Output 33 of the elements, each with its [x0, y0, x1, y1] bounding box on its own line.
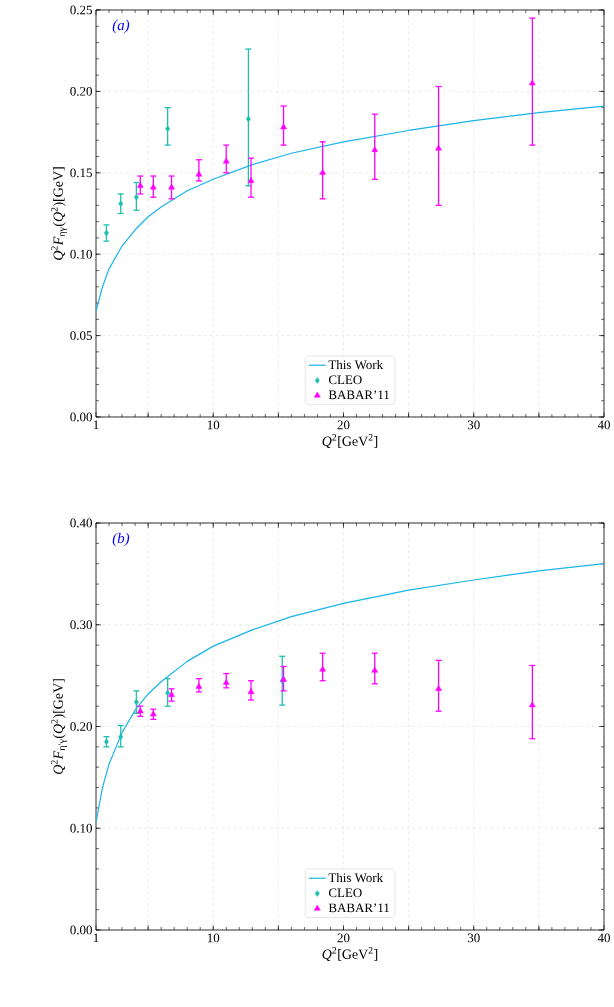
y-tick-label: 0.00: [70, 412, 92, 422]
x-tick-label: 10: [207, 933, 220, 943]
annotation: (a): [112, 19, 130, 34]
x-tick-label: 1: [93, 933, 99, 943]
legend-label: BABAR’11: [328, 390, 390, 400]
y-tick-label: 0.10: [70, 823, 92, 833]
x-axis-title: Q$^{2}$[GeV$^{2}$]: [322, 434, 378, 449]
legend-label: CLEO: [328, 888, 362, 898]
legend-label: BABAR’11: [328, 903, 390, 913]
x-tick-label: 1: [93, 420, 99, 430]
y-tick-label: 0.05: [70, 331, 92, 340]
x-tick-label: 40: [597, 933, 610, 943]
x-tick-label: 30: [467, 933, 480, 943]
y-axis-title: Q$^{2}$F$_{ηγ}$(Q$^{2}$)[GeV]: [51, 167, 67, 260]
y-tick-label: 0.30: [70, 620, 92, 630]
x-tick-label: 10: [207, 420, 220, 430]
legend-label: This Work: [328, 359, 384, 370]
y-axis-title: Q$^{2}$F$_{η′γ}$(Q$^{2}$)[GeV]: [51, 679, 67, 774]
x-tick-label: 40: [597, 420, 610, 430]
y-tick-label: 0.10: [70, 249, 92, 259]
x-tick-label: 30: [467, 420, 480, 430]
y-tick-label: 0.20: [70, 87, 92, 96]
legend-label: CLEO: [328, 375, 362, 385]
y-tick-label: 0.15: [70, 168, 92, 178]
y-tick-label: 0.25: [70, 5, 92, 15]
y-tick-label: 0.20: [70, 722, 92, 731]
y-tick-label: 0.40: [70, 518, 92, 528]
annotation: (b): [112, 532, 130, 547]
x-tick-label: 20: [337, 420, 350, 430]
x-axis-title: Q$^{2}$[GeV$^{2}$]: [322, 947, 378, 962]
legend-label: This Work: [328, 872, 384, 883]
y-tick-label: 0.00: [70, 925, 92, 935]
x-tick-label: 20: [337, 933, 350, 943]
